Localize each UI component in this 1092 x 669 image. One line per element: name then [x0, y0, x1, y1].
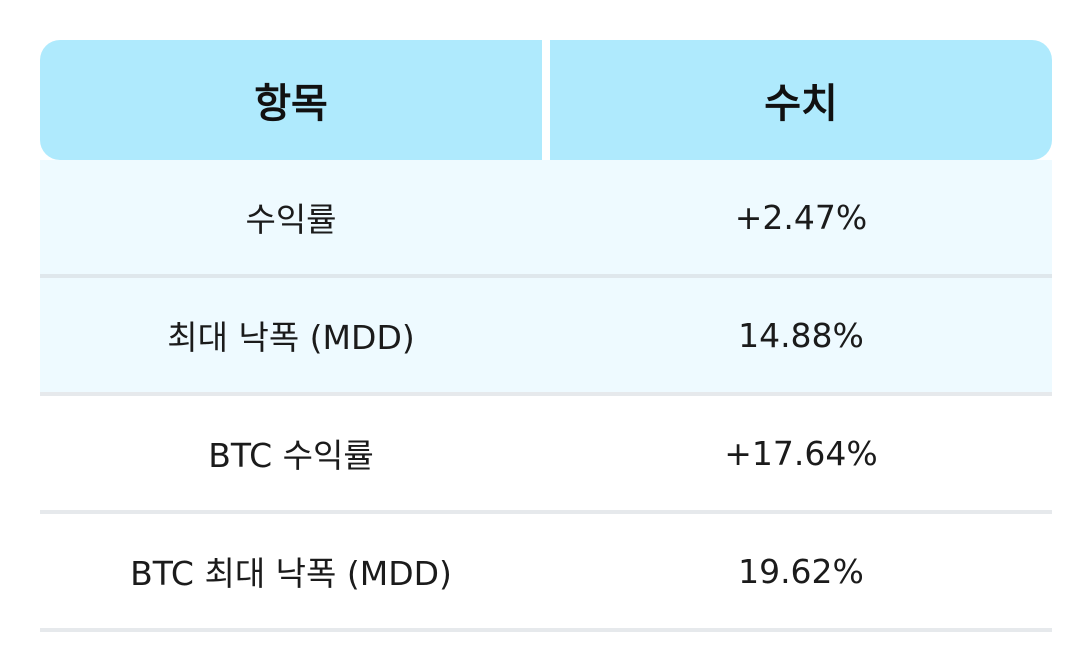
table-row: BTC 최대 낙폭 (MDD) 19.62%: [40, 514, 1052, 632]
row-label: 수익률: [245, 200, 337, 239]
column-header-value: 수치: [550, 40, 1052, 160]
stats-table: 항목 수치 수익률 +2.47% 최대 낙폭 (MDD) 14.88% BTC …: [40, 40, 1052, 632]
table-row: BTC 수익률 +17.64%: [40, 396, 1052, 514]
table-header: 항목 수치: [40, 40, 1052, 160]
table-row: 최대 낙폭 (MDD) 14.88%: [40, 278, 1052, 396]
table-row: 수익률 +2.47%: [40, 160, 1052, 278]
row-label: 최대 낙폭 (MDD): [167, 318, 415, 357]
column-header-item: 항목: [40, 40, 542, 160]
row-value: +17.64%: [724, 433, 878, 473]
row-value: 14.88%: [738, 315, 864, 355]
row-label: BTC 수익률: [208, 436, 374, 475]
row-value: 19.62%: [738, 551, 864, 591]
row-label: BTC 최대 낙폭 (MDD): [130, 554, 452, 593]
row-value: +2.47%: [734, 197, 868, 237]
